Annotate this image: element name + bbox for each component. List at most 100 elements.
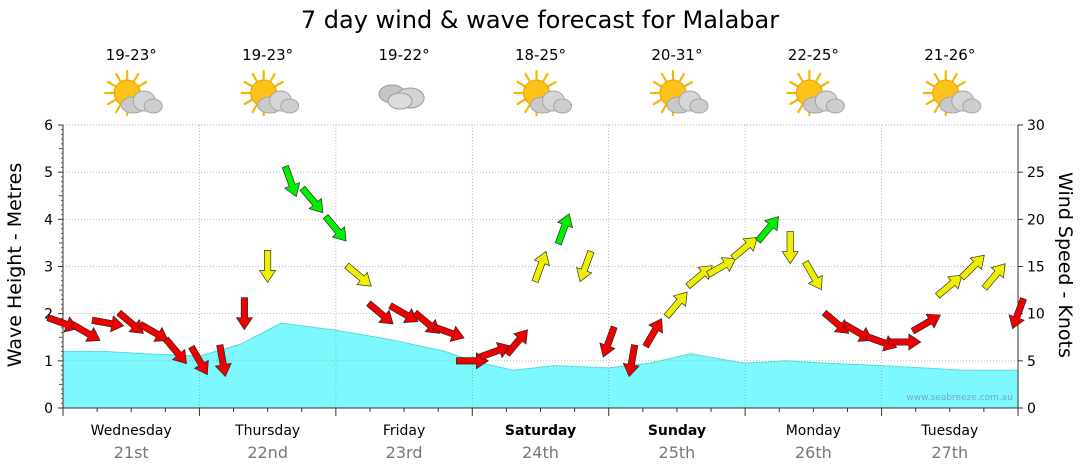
watermark: www.seabreeze.com.au	[906, 393, 1013, 403]
sun-ray	[797, 72, 804, 82]
sun-ray	[933, 104, 940, 114]
wind-arrow	[388, 302, 419, 323]
wind-arrow	[91, 315, 125, 333]
day-labels: Wednesday 21st Thursday 22nd Friday 23rd Satur…	[91, 423, 979, 462]
wind-arrow	[322, 214, 347, 242]
sun-ray	[789, 80, 799, 88]
sun-cloud-icon	[649, 69, 709, 117]
cloud-puff	[143, 98, 163, 114]
y-tick-label-left: 0	[44, 401, 53, 417]
wind-arrow	[366, 300, 394, 325]
cloud-puff	[689, 98, 709, 114]
wind-arrow	[235, 297, 253, 331]
sun-ray	[243, 80, 253, 88]
wind-arrow	[802, 260, 823, 291]
wind-arrow	[478, 342, 512, 361]
wind-arrow	[259, 250, 277, 284]
wind-arrow	[706, 257, 737, 278]
sun-ray	[820, 80, 830, 88]
sun-cloud-icon	[513, 69, 572, 117]
wind-arrow	[910, 313, 941, 335]
y-tick-label-right: 25	[1027, 165, 1045, 181]
sun-ray	[251, 72, 258, 82]
wind-arrow	[432, 323, 465, 342]
day-date: 25th	[659, 443, 696, 462]
wind-arrow	[1008, 297, 1027, 330]
y-tick-label-left: 2	[44, 307, 53, 323]
sun-ray	[138, 80, 148, 88]
y-axis-label-right: Wind Speed - Knots	[1054, 172, 1076, 358]
day-date: 24th	[522, 443, 559, 462]
cloud-shape	[666, 90, 709, 114]
sun-ray	[107, 98, 117, 106]
sun-ray	[269, 72, 276, 82]
sun-ray	[524, 104, 531, 114]
axes: 0 1 2 3 4 5 6 0 5 10 15 20 25 30	[44, 118, 1045, 417]
wind-arrow	[755, 216, 779, 244]
sun-ray	[133, 72, 140, 82]
day-date: 23rd	[386, 443, 423, 462]
sun-ray	[815, 72, 822, 82]
temperature-range: 19-23°	[242, 46, 293, 64]
wind-arrow	[821, 309, 850, 334]
wind-arrow	[214, 344, 232, 378]
wind-arrow	[958, 254, 985, 281]
day-date: 21st	[114, 443, 149, 462]
cloud-shape	[378, 84, 425, 110]
day-name: Monday	[786, 423, 841, 439]
cloud-puff	[553, 98, 572, 114]
sun-ray	[660, 72, 668, 82]
day-name: Tuesday	[920, 423, 978, 439]
wind-arrow	[730, 236, 758, 261]
wind-arrow	[981, 263, 1006, 291]
y-tick-label-left: 6	[44, 118, 53, 134]
sun-ray	[107, 80, 117, 88]
sun-cloud-icon	[922, 69, 982, 117]
wind-arrow	[116, 309, 144, 334]
chart-title: 7 day wind & wave forecast for Malabar	[301, 6, 779, 34]
sun-ray	[678, 72, 686, 82]
sun-ray	[243, 98, 253, 106]
cloud-shape	[530, 90, 572, 114]
sun-ray	[652, 80, 662, 88]
temperature-range: 18-25°	[515, 46, 566, 64]
day-name: Wednesday	[91, 423, 172, 439]
sun-ray	[660, 104, 668, 114]
y-tick-label-right: 30	[1027, 118, 1045, 134]
sun-cloud-icon	[104, 69, 163, 117]
cloud-shape	[120, 90, 163, 114]
cloud-shape	[802, 90, 845, 114]
sun-ray	[652, 98, 662, 106]
y-tick-label-right: 0	[1027, 401, 1036, 417]
sun-cloud-icon	[786, 69, 845, 117]
day-date: 22nd	[247, 443, 288, 462]
sun-ray	[951, 72, 958, 82]
wind-arrow	[412, 309, 440, 334]
wind-arrow	[935, 274, 963, 299]
wind-arrow	[599, 325, 618, 358]
temperature-range: 20-31°	[651, 46, 702, 64]
cloud-puff	[825, 98, 845, 114]
wind-arrow	[299, 185, 324, 214]
wind-arrow	[781, 231, 799, 265]
day-date: 26th	[795, 443, 832, 462]
wind-arrow	[642, 318, 663, 349]
sun-ray	[925, 80, 935, 88]
sun-ray	[115, 104, 122, 114]
wind-arrow	[188, 344, 209, 376]
temperature-range: 19-22°	[379, 46, 430, 64]
cloud-shape	[939, 90, 982, 114]
cloud-puff	[962, 98, 982, 114]
wind-arrow	[46, 314, 79, 333]
day-name: Sunday	[648, 423, 706, 439]
wind-arrow	[685, 265, 713, 290]
sun-ray	[933, 72, 940, 82]
sun-ray	[789, 98, 799, 106]
y-tick-label-left: 5	[44, 165, 53, 181]
wind-arrow	[281, 165, 301, 198]
wind-arrow	[138, 321, 169, 342]
temperature-range: 21-26°	[924, 46, 975, 64]
sun-ray	[925, 98, 935, 106]
wind-arrow	[163, 336, 187, 365]
